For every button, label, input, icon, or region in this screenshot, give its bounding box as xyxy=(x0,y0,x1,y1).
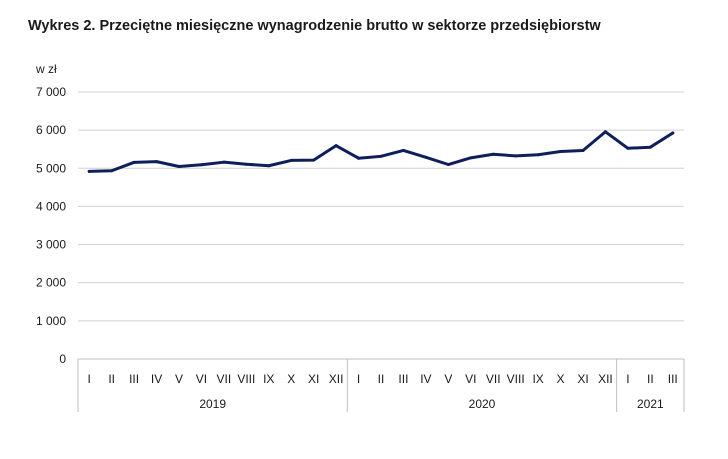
data-point xyxy=(401,148,405,152)
data-point xyxy=(559,149,563,153)
x-tick-label: VII xyxy=(217,372,232,386)
x-tick-label: IX xyxy=(532,372,543,386)
x-tick-label: XI xyxy=(308,372,319,386)
x-year-label: 2019 xyxy=(199,397,226,411)
data-point xyxy=(424,155,428,159)
data-point xyxy=(87,169,91,173)
series-line xyxy=(87,130,675,173)
data-point xyxy=(581,148,585,152)
x-tick-label: VI xyxy=(196,372,207,386)
x-tick-label: IX xyxy=(263,372,274,386)
data-point xyxy=(603,130,607,134)
x-tick-label: V xyxy=(175,372,183,386)
x-tick-label: V xyxy=(444,372,452,386)
data-point xyxy=(289,158,293,162)
x-tick-label: I xyxy=(357,372,360,386)
data-point xyxy=(626,146,630,150)
data-point xyxy=(379,154,383,158)
y-tick-label: 4 000 xyxy=(36,199,66,213)
data-point xyxy=(222,160,226,164)
data-point xyxy=(132,160,136,164)
x-tick-label: XII xyxy=(329,372,344,386)
data-point xyxy=(177,164,181,168)
x-tick-label: XI xyxy=(577,372,588,386)
x-tick-label: II xyxy=(647,372,654,386)
x-tick-label: I xyxy=(626,372,629,386)
data-point xyxy=(357,156,361,160)
data-point xyxy=(491,152,495,156)
data-point xyxy=(110,169,114,173)
x-tick-label: II xyxy=(108,372,115,386)
data-point xyxy=(334,144,338,148)
data-point xyxy=(469,156,473,160)
x-tick-label: VI xyxy=(465,372,476,386)
data-point xyxy=(199,163,203,167)
y-tick-label: 5 000 xyxy=(36,161,66,175)
data-point xyxy=(267,164,271,168)
y-tick-label: 6 000 xyxy=(36,123,66,137)
y-tick-label: 3 000 xyxy=(36,238,66,252)
x-year-label: 2020 xyxy=(469,397,496,411)
x-tick-label: VIII xyxy=(507,372,525,386)
x-tick-label: I xyxy=(88,372,91,386)
x-tick-label: X xyxy=(557,372,565,386)
x-tick-label: XII xyxy=(598,372,613,386)
y-axis-unit-label: w zł xyxy=(36,62,57,76)
x-tick-label: III xyxy=(398,372,408,386)
x-tick-label: IV xyxy=(151,372,162,386)
x-tick-label: IV xyxy=(420,372,431,386)
data-point xyxy=(312,158,316,162)
data-point xyxy=(648,145,652,149)
x-tick-label: III xyxy=(668,372,678,386)
y-tick-label: 0 xyxy=(59,352,66,366)
data-point xyxy=(446,163,450,167)
y-tick-label: 7 000 xyxy=(36,85,66,99)
x-tick-label: VII xyxy=(486,372,501,386)
x-tick-label: VIII xyxy=(237,372,255,386)
x-year-label: 2021 xyxy=(637,397,664,411)
chart-title: Wykres 2. Przeciętne miesięczne wynagrod… xyxy=(28,18,601,34)
y-tick-label: 2 000 xyxy=(36,276,66,290)
data-point xyxy=(244,162,248,166)
x-tick-label: X xyxy=(287,372,295,386)
y-tick-label: 1 000 xyxy=(36,314,66,328)
data-point xyxy=(671,131,675,135)
data-point xyxy=(155,160,159,164)
x-tick-label: II xyxy=(378,372,385,386)
data-point xyxy=(514,154,518,158)
data-point xyxy=(536,153,540,157)
x-tick-label: III xyxy=(129,372,139,386)
